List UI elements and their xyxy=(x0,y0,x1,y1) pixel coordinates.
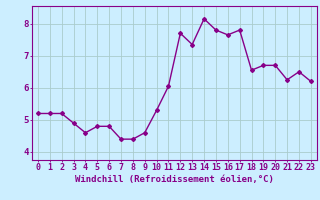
X-axis label: Windchill (Refroidissement éolien,°C): Windchill (Refroidissement éolien,°C) xyxy=(75,175,274,184)
